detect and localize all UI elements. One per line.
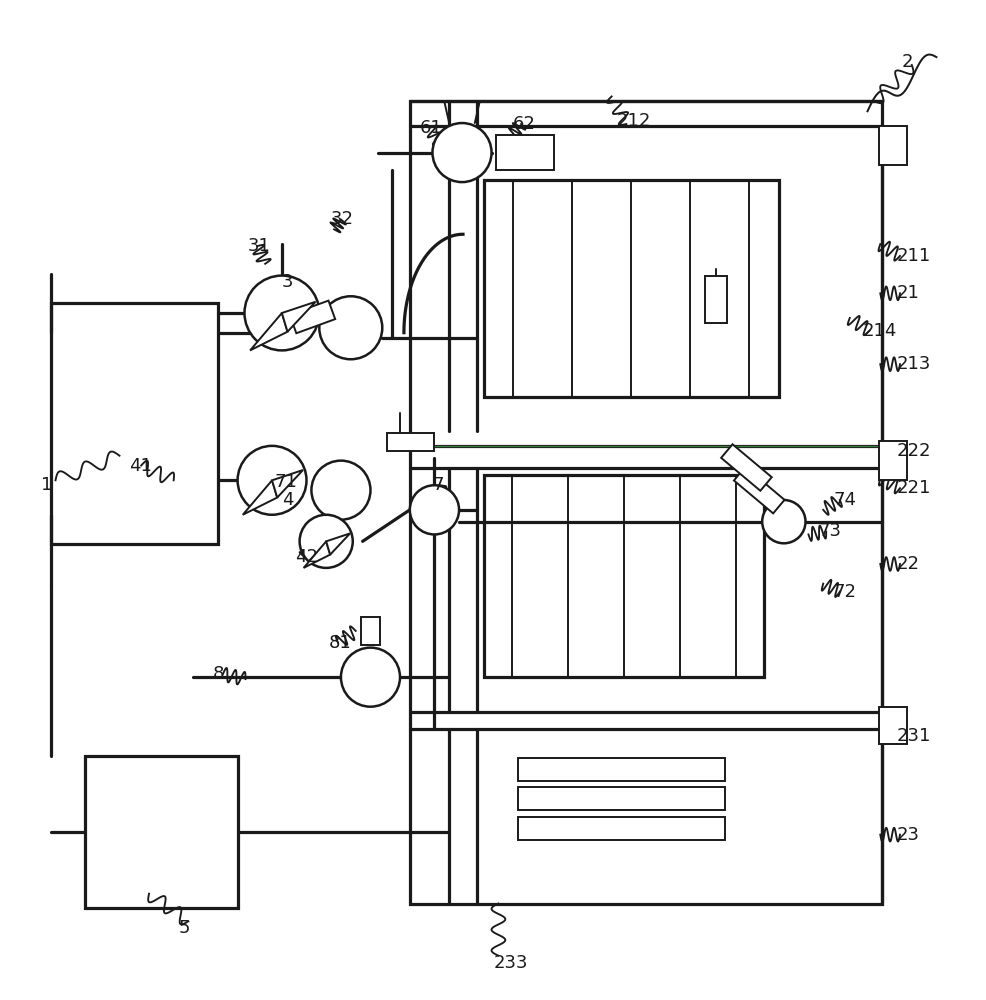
Text: 31: 31 [247,237,270,255]
Text: 32: 32 [330,210,354,228]
Text: 41: 41 [129,457,152,475]
Text: 8: 8 [213,665,224,683]
Text: 4: 4 [282,491,293,509]
Text: 21: 21 [896,284,919,302]
Text: 42: 42 [295,548,317,566]
Bar [85,756,238,908]
Text: 2: 2 [901,53,912,71]
Text: 1: 1 [40,476,52,494]
Text: 81: 81 [328,634,352,652]
Text: 222: 222 [896,442,931,460]
Text: 73: 73 [817,522,840,540]
Text: 62: 62 [513,115,535,133]
Bar [50,303,218,544]
Text: 221: 221 [896,479,931,497]
Circle shape [245,276,318,350]
Bar [483,475,763,677]
Bar [518,787,724,810]
Text: 5: 5 [178,919,190,937]
Bar [879,441,906,480]
Bar [879,707,906,744]
Text: 7: 7 [432,476,444,494]
Polygon shape [325,533,350,555]
Text: 71: 71 [274,473,297,491]
Text: 214: 214 [862,322,896,340]
Bar [518,758,724,781]
Bar [409,101,881,904]
Text: 213: 213 [896,355,931,373]
Circle shape [238,446,307,515]
Text: 211: 211 [896,247,931,265]
Circle shape [340,648,399,707]
Text: 3: 3 [282,273,293,291]
Bar [483,180,778,397]
Circle shape [300,515,352,568]
Text: 212: 212 [616,112,650,130]
Bar [518,817,724,840]
Bar [734,467,784,513]
Text: 233: 233 [493,954,528,972]
Polygon shape [282,302,316,332]
Text: 61: 61 [419,119,442,137]
Polygon shape [249,313,287,350]
Circle shape [432,123,491,182]
Bar [289,301,335,333]
Circle shape [318,296,382,359]
Circle shape [761,500,805,543]
Text: 23: 23 [896,826,919,844]
Text: 231: 231 [896,727,931,745]
Bar [360,617,380,645]
Polygon shape [272,470,303,498]
Bar [496,135,553,170]
Bar [721,444,771,491]
Polygon shape [243,480,277,515]
Bar [387,433,434,451]
Circle shape [409,485,458,534]
Bar [879,126,906,165]
Bar [704,276,726,323]
Text: 74: 74 [832,491,855,509]
Polygon shape [304,541,330,568]
Text: 22: 22 [896,555,919,573]
Text: 72: 72 [832,583,855,601]
Circle shape [312,461,370,520]
